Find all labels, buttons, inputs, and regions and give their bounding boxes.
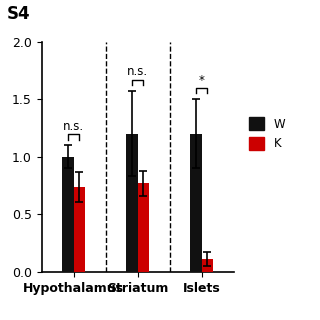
Bar xyxy=(190,134,202,272)
Text: S4: S4 xyxy=(6,5,30,23)
Text: n.s.: n.s. xyxy=(127,66,148,78)
Bar xyxy=(138,183,149,272)
Text: n.s.: n.s. xyxy=(63,120,84,132)
Text: *: * xyxy=(199,74,204,86)
Legend: W, K: W, K xyxy=(249,117,285,150)
Bar xyxy=(74,187,85,272)
Bar xyxy=(62,157,74,272)
Bar xyxy=(126,134,138,272)
Bar xyxy=(202,259,213,272)
